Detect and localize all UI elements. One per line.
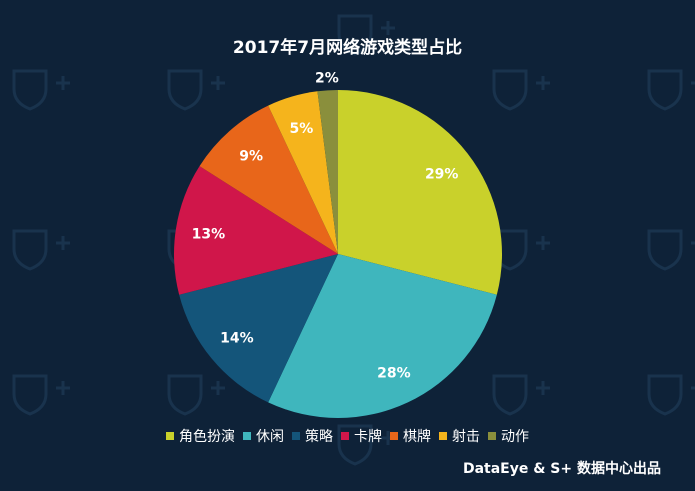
pie-slice-5	[199, 105, 338, 254]
legend-item-6: 射击	[439, 426, 480, 446]
pie-slice-3	[179, 254, 338, 403]
legend-label: 卡牌	[354, 429, 382, 445]
legend-item-2: 休闲	[243, 426, 284, 446]
slice-label-3: 14%	[220, 331, 254, 347]
slice-label-5: 9%	[239, 149, 263, 165]
legend-item-3: 策略	[292, 426, 333, 446]
legend-swatch	[166, 432, 174, 440]
pie-slice-6	[268, 91, 338, 254]
slice-label-7: 2%	[315, 70, 339, 86]
legend-item-7: 动作	[488, 426, 529, 446]
pie-slice-1	[338, 90, 503, 295]
chart-legend: 角色扮演 休闲 策略 卡牌 棋牌 射击 动作	[0, 426, 695, 446]
pie-slice-7	[317, 89, 338, 254]
slice-label-4: 13%	[192, 227, 226, 243]
legend-label: 射击	[452, 429, 480, 445]
legend-swatch	[390, 432, 398, 440]
slice-label-6: 5%	[290, 121, 314, 137]
legend-item-1: 角色扮演	[166, 426, 235, 446]
chart-title: 2017年7月网络游戏类型占比	[232, 38, 463, 58]
legend-swatch	[488, 432, 496, 440]
legend-swatch	[439, 432, 447, 440]
legend-label: 休闲	[256, 429, 284, 445]
pie-slice-4	[173, 166, 338, 295]
legend-swatch	[341, 432, 349, 440]
legend-label: 角色扮演	[179, 429, 235, 445]
legend-swatch	[292, 432, 300, 440]
legend-label: 动作	[501, 429, 529, 445]
legend-item-4: 卡牌	[341, 426, 382, 446]
legend-label: 策略	[305, 429, 333, 445]
legend-item-5: 棋牌	[390, 426, 431, 446]
pie-slice-2	[268, 254, 497, 419]
legend-swatch	[243, 432, 251, 440]
footer-credit: DataEye & S+ 数据中心出品	[462, 461, 661, 477]
slice-label-1: 29%	[425, 167, 459, 183]
legend-label: 棋牌	[403, 429, 431, 445]
slice-label-2: 28%	[377, 366, 411, 382]
